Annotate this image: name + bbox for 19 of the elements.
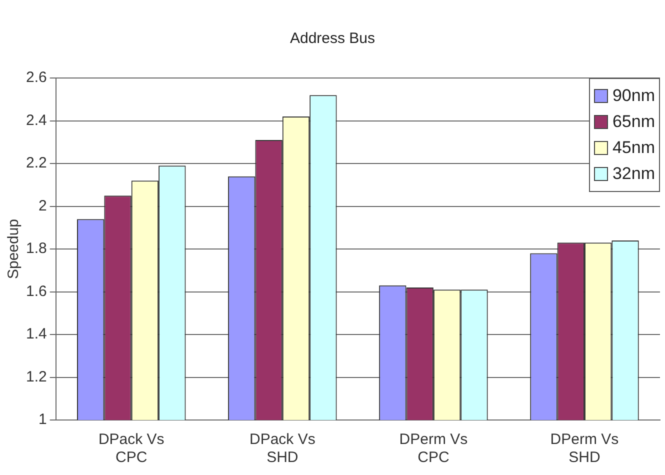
legend-label: 90nm — [612, 86, 655, 106]
y-tick-label: 1.8 — [26, 240, 47, 258]
legend-label: 32nm — [612, 164, 655, 184]
y-tick-label: 1.4 — [26, 326, 47, 343]
y-axis-title: Speedup — [5, 218, 22, 280]
y-tick-label: 2 — [38, 197, 47, 214]
y-tick-label: 2.4 — [26, 112, 47, 129]
x-tick-label: DPerm Vs CPC — [399, 431, 468, 466]
y-tick-label: 2.6 — [26, 69, 47, 86]
y-tick-label: 1.6 — [26, 282, 47, 300]
chart-title: Address Bus — [288, 30, 376, 47]
x-tick-label: DPack Vs SHD — [249, 431, 316, 466]
y-tick-label: 2.2 — [26, 154, 47, 172]
x-tick-label: DPack Vs CPC — [98, 431, 164, 466]
y-tick-label: 1.2 — [26, 368, 47, 386]
y-tick-label: 1 — [38, 411, 47, 428]
legend-label: 65nm — [612, 112, 655, 132]
x-tick-label: DPerm Vs SHD — [550, 431, 619, 466]
legend-label: 45nm — [612, 138, 655, 158]
